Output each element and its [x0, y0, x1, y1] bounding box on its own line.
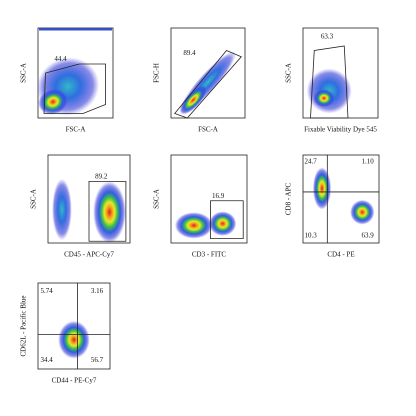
density-cloud — [312, 167, 332, 210]
gate-percentage: 5.74 — [41, 287, 54, 295]
gate — [88, 180, 127, 242]
gate-percentage: 3.16 — [91, 287, 104, 295]
y-axis-label: SSC-A — [285, 63, 293, 83]
density-cloud — [313, 89, 335, 108]
plot-frame — [302, 154, 380, 244]
density-cloud — [209, 211, 237, 236]
gate-percentage: 89.2 — [95, 173, 108, 181]
gate — [174, 50, 242, 119]
density-cloud — [93, 181, 126, 243]
density-cloud — [52, 178, 72, 241]
gate — [210, 200, 244, 240]
density-cloud — [174, 212, 213, 239]
gate-percentage: 63.9 — [361, 232, 374, 240]
x-axis-label: CD45 - APC-Cy7 — [64, 251, 114, 259]
density-cloud — [38, 88, 68, 115]
y-axis-label: SSC-A — [20, 63, 28, 83]
gate-percentage: 89.4 — [183, 49, 196, 57]
y-axis-label: SSC-A — [30, 189, 38, 209]
density-cloud — [58, 320, 90, 359]
gate-percentage: 10.3 — [304, 232, 317, 240]
gate-percentage: 24.7 — [304, 158, 317, 166]
density-cloud — [179, 85, 207, 115]
gate-percentage: 63.3 — [321, 33, 334, 41]
gate — [310, 45, 349, 119]
y-axis-label: CD8 - APC — [285, 183, 293, 216]
gate-percentage: 56.7 — [91, 356, 104, 364]
gate — [43, 63, 106, 114]
x-axis-label: CD4 - PE — [327, 251, 354, 259]
x-axis-label: CD44 - PE-Cy7 — [52, 377, 97, 385]
y-axis-label: FSC-H — [153, 63, 161, 83]
y-axis-label: CD62L - Pacific Blue — [20, 296, 28, 357]
x-axis-label: FSC-A — [198, 126, 218, 134]
x-axis-label: CD3 - FITC — [192, 251, 227, 259]
x-axis-label: FSC-A — [66, 126, 86, 134]
gate-percentage: 16.9 — [212, 192, 225, 200]
y-axis-label: SSC-A — [153, 189, 161, 209]
x-axis-label: Fixable Viability Dye 545 — [304, 126, 377, 134]
gate-percentage: 44.4 — [54, 55, 67, 63]
gate-percentage: 1.10 — [361, 158, 374, 166]
density-cloud — [350, 199, 375, 225]
gate-percentage: 34.4 — [41, 356, 54, 364]
